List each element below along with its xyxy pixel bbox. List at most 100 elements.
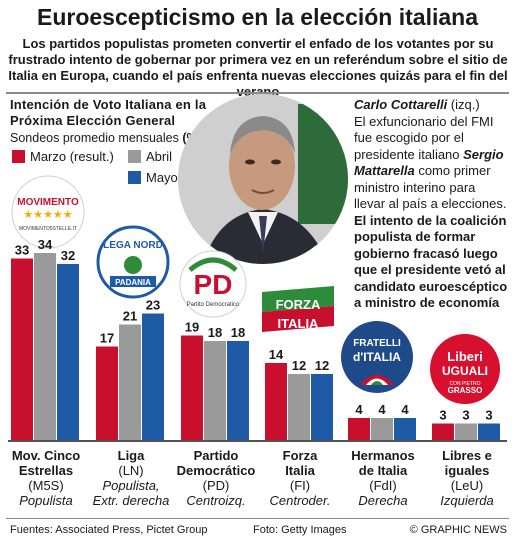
caption-president: Sergio Mattarella bbox=[354, 146, 504, 179]
m5s-logo-url: MOVIMENTO5STELLE.IT bbox=[19, 226, 77, 232]
party-name-line: Mov. Cinco bbox=[11, 448, 81, 463]
bar-hermanos-de-italia-marzo-result bbox=[348, 418, 370, 440]
party-ideology: Centroder. bbox=[269, 493, 331, 508]
bar-label-mov-cinco-estrellas-abril: 34 bbox=[38, 237, 53, 252]
bar-mov-cinco-estrellas-mayo bbox=[57, 264, 79, 440]
party-name-line: Partido bbox=[193, 448, 239, 463]
party-abbr: (M5S) bbox=[28, 478, 64, 493]
bar-hermanos-de-italia-abril bbox=[371, 418, 393, 440]
leu-logo-text-4: GRASSO bbox=[448, 386, 483, 395]
party-ideology: Populista bbox=[19, 493, 73, 508]
party-name-line: Liga bbox=[117, 448, 145, 463]
leu-logo-text-3: CON PIETRO bbox=[449, 381, 480, 387]
party-abbr: (LN) bbox=[118, 463, 144, 478]
caption-text-2: como primer ministro interino para lleva… bbox=[354, 163, 507, 211]
bottom-divider bbox=[6, 518, 509, 519]
leu-logo-text-2: UGUALI bbox=[442, 364, 488, 378]
sources-text: Fuentes: Associated Press, Pictet Group bbox=[10, 524, 208, 536]
legend-item-abril: Abril bbox=[128, 149, 172, 164]
party-ideology: Izquierda bbox=[440, 493, 494, 508]
party-label-hermanos-de-italia: Hermanos de Italia (FdI) Derecha bbox=[340, 448, 426, 508]
bar-label-forza-italia-abril: 12 bbox=[292, 358, 306, 373]
page-title: Euroescepticismo en la elección italiana bbox=[36, 4, 478, 30]
party-name-line: Forza bbox=[282, 448, 318, 463]
bar-partido-democratico-mayo bbox=[227, 341, 249, 440]
m5s-logo-text: MOVIMENTO bbox=[17, 197, 79, 208]
portrait-illustration bbox=[178, 94, 348, 264]
party-name-line: Democrático bbox=[176, 463, 256, 478]
leu-logo: Liberi UGUALI CON PIETRO GRASSO bbox=[430, 334, 500, 404]
forza-italia-logo: FORZA ITALIA bbox=[262, 286, 334, 340]
party-label-mov-cinco-estrellas: Mov. Cinco Estrellas (M5S) Populista bbox=[3, 448, 89, 508]
party-name-line: Estrellas bbox=[18, 463, 74, 478]
caption-text-bold: El intento de la coalición populista de … bbox=[354, 212, 508, 311]
chart-title-line-2: Próxima Elección General bbox=[10, 113, 176, 128]
bar-hermanos-de-italia-mayo bbox=[394, 418, 416, 440]
lega-logo: LEGA NORD PADANIA bbox=[96, 225, 170, 299]
party-name-line: Italia bbox=[285, 463, 315, 478]
legend-item-mayo: Mayo bbox=[128, 170, 178, 185]
bar-mov-cinco-estrellas-abril bbox=[34, 253, 56, 440]
lega-logo-text: LEGA NORD bbox=[103, 240, 163, 251]
bar-libres-e-iguales-marzo-result bbox=[432, 423, 454, 440]
legend-swatch-mayo bbox=[128, 171, 141, 184]
fdi-logo: FRATELLI d'ITALIA bbox=[341, 321, 413, 393]
legend-label-abril: Abril bbox=[146, 149, 173, 164]
bar-liga-marzo-result bbox=[96, 346, 118, 440]
party-name-line: Libres e bbox=[442, 448, 492, 463]
chart-title-line-1: Intención de Voto Italiana en la bbox=[10, 97, 207, 112]
photo-caption: Carlo Cottarelli (izq.) El exfuncionario… bbox=[354, 97, 510, 312]
cottarelli-photo bbox=[178, 94, 348, 264]
bar-forza-italia-mayo bbox=[311, 374, 333, 440]
bar-label-liga-marzo-result: 17 bbox=[100, 331, 114, 346]
bar-label-libres-e-iguales-abril: 3 bbox=[462, 408, 469, 423]
party-abbr: (LeU) bbox=[450, 478, 484, 493]
bar-libres-e-iguales-mayo bbox=[478, 423, 500, 440]
party-abbr: (FI) bbox=[289, 478, 311, 493]
bar-forza-italia-marzo-result bbox=[265, 363, 287, 440]
fdi-logo-text-1: FRATELLI bbox=[353, 338, 401, 349]
party-ideology: Populista, bbox=[102, 478, 160, 493]
party-name-line: de Italia bbox=[358, 463, 408, 478]
legend-label-marzo: Marzo (result.) bbox=[30, 149, 114, 164]
party-ideology: Centroizq. bbox=[186, 493, 246, 508]
party-abbr: (FdI) bbox=[369, 478, 397, 493]
pd-logo-subtext: Partito Democratico bbox=[187, 302, 240, 308]
bar-label-partido-democratico-marzo-result: 19 bbox=[185, 320, 199, 335]
bar-label-libres-e-iguales-mayo: 3 bbox=[485, 408, 492, 423]
party-name-line: Hermanos bbox=[351, 448, 415, 463]
bar-partido-democratico-marzo-result bbox=[181, 335, 203, 440]
chart-title: Intención de Voto Italiana en la Próxima… bbox=[10, 97, 206, 129]
star-icon: ★★★★★ bbox=[23, 209, 72, 221]
bar-libres-e-iguales-abril bbox=[455, 423, 477, 440]
party-ideology: Extr. derecha bbox=[92, 493, 170, 508]
bars-group bbox=[8, 253, 507, 442]
bar-forza-italia-abril bbox=[288, 374, 310, 440]
unit-text: Sondeos promedio mensuales bbox=[10, 131, 179, 145]
bar-label-mov-cinco-estrellas-mayo: 32 bbox=[61, 248, 75, 263]
bar-label-hermanos-de-italia-mayo: 4 bbox=[401, 402, 409, 417]
legend-label-mayo: Mayo bbox=[146, 170, 178, 185]
fi-logo-text-1: FORZA bbox=[276, 297, 321, 312]
sole-delle-alpi-icon bbox=[124, 256, 142, 274]
caption-text-1: El exfuncionario del FMI fue escogido po… bbox=[354, 113, 494, 162]
pd-logo: PD Partito Democratico bbox=[179, 250, 247, 318]
legend-swatch-abril bbox=[128, 150, 141, 163]
bar-label-mov-cinco-estrellas-marzo-result: 33 bbox=[15, 243, 29, 258]
bar-label-hermanos-de-italia-marzo-result: 4 bbox=[355, 402, 363, 417]
pd-logo-text: PD bbox=[194, 269, 233, 300]
leu-logo-text-1: Liberi bbox=[447, 349, 482, 364]
bar-liga-abril bbox=[119, 324, 141, 440]
party-name-line: iguales bbox=[444, 463, 490, 478]
legend-swatch-marzo bbox=[12, 150, 25, 163]
bar-mov-cinco-estrellas-marzo-result bbox=[11, 258, 33, 440]
bar-liga-mayo bbox=[142, 313, 164, 440]
photo-credit: Foto: Getty Images bbox=[253, 524, 347, 536]
fdi-logo-text-2: d'ITALIA bbox=[353, 350, 401, 364]
party-label-forza-italia: Forza Italia (FI) Centroder. bbox=[257, 448, 343, 508]
party-ideology: Derecha bbox=[358, 493, 408, 508]
caption-name-note: (izq.) bbox=[447, 97, 480, 112]
party-abbr: (PD) bbox=[202, 478, 230, 493]
